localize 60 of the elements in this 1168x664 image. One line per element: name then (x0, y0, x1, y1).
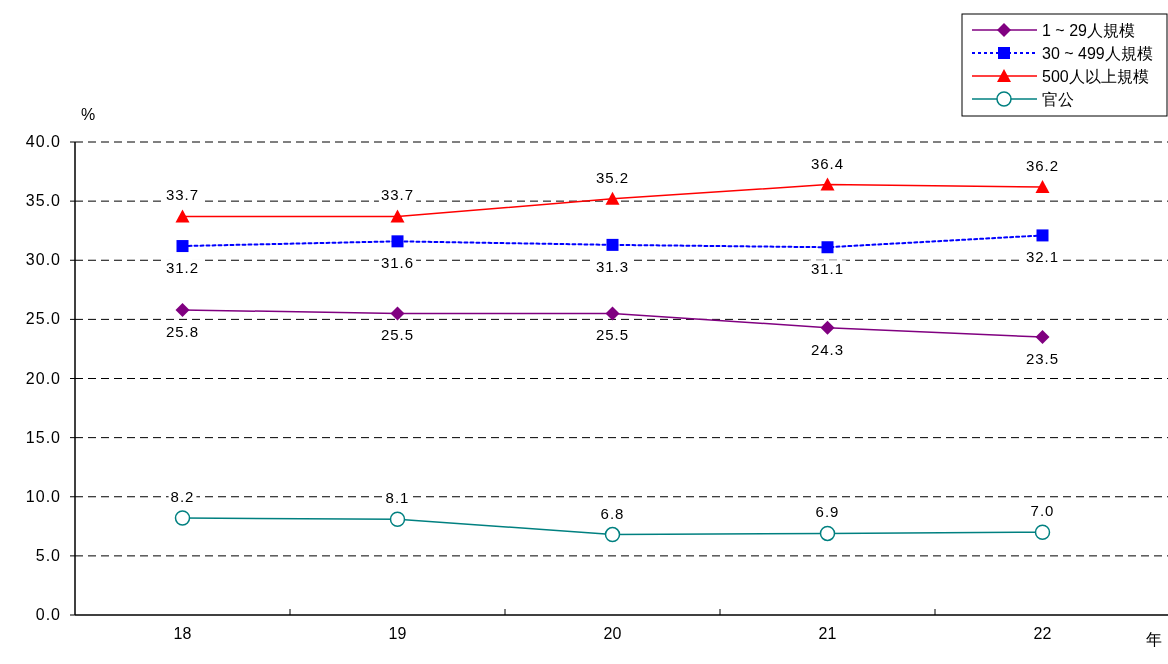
x-tick-label: 21 (818, 625, 837, 642)
y-tick-label: 10.0 (25, 487, 61, 505)
data-label: 25.5 (595, 326, 630, 344)
data-label: 36.4 (810, 154, 845, 172)
point (390, 306, 405, 321)
point (606, 238, 619, 251)
point (605, 191, 620, 205)
y-tick-label: 15.0 (25, 428, 61, 446)
data-label: 24.3 (810, 340, 845, 358)
point (175, 302, 190, 317)
data-label: 6.9 (815, 503, 840, 521)
legend-label: 500人以上規模 (1042, 68, 1149, 85)
y-tick-label: 30.0 (25, 251, 61, 269)
legend-label: 官公 (1042, 91, 1074, 108)
x-tick-label: 22 (1033, 625, 1052, 642)
point (391, 235, 404, 248)
data-label: 25.8 (165, 322, 200, 340)
y-tick-label: 20.0 (25, 369, 61, 387)
y-axis-title: % (80, 106, 96, 123)
data-label: 31.3 (595, 257, 630, 275)
data-label: 25.5 (380, 326, 415, 344)
data-label: 36.2 (1025, 156, 1060, 174)
data-label: 8.2 (170, 488, 195, 506)
point (390, 209, 405, 223)
data-label: 32.1 (1025, 248, 1060, 266)
data-label: 8.1 (385, 489, 410, 507)
point (819, 525, 836, 542)
x-tick-label: 19 (388, 625, 407, 642)
x-tick-label: 20 (603, 625, 622, 642)
data-label: 31.6 (380, 254, 415, 272)
point (605, 306, 620, 321)
point (175, 209, 190, 223)
y-tick-label: 5.0 (35, 546, 61, 564)
data-label: 31.1 (810, 260, 845, 278)
point (821, 241, 834, 254)
x-axis-title: 年 (1146, 631, 1162, 648)
point (1035, 179, 1050, 193)
legend-label: 1 ~ 29人規模 (1042, 22, 1135, 39)
legend-label: 30 ~ 499人規模 (1042, 45, 1153, 62)
point (1034, 524, 1051, 540)
data-label: 7.0 (1030, 502, 1055, 520)
y-tick-label: 35.0 (25, 192, 61, 210)
point (604, 526, 621, 543)
data-label: 23.5 (1025, 350, 1060, 368)
y-tick-label: 25.0 (25, 310, 61, 328)
data-label: 33.7 (380, 186, 415, 204)
y-tick-label: 0.0 (35, 606, 61, 623)
point (1035, 330, 1050, 345)
y-tick-label: 40.0 (25, 133, 61, 150)
point (820, 177, 835, 191)
point (389, 511, 406, 527)
data-label: 6.8 (600, 504, 625, 522)
data-label: 33.7 (165, 186, 200, 204)
point (820, 320, 835, 335)
point (174, 510, 191, 526)
point (176, 240, 189, 253)
point (1036, 229, 1049, 242)
data-label: 31.2 (165, 259, 200, 277)
x-tick-label: 18 (173, 625, 192, 642)
data-label: 35.2 (595, 168, 630, 186)
